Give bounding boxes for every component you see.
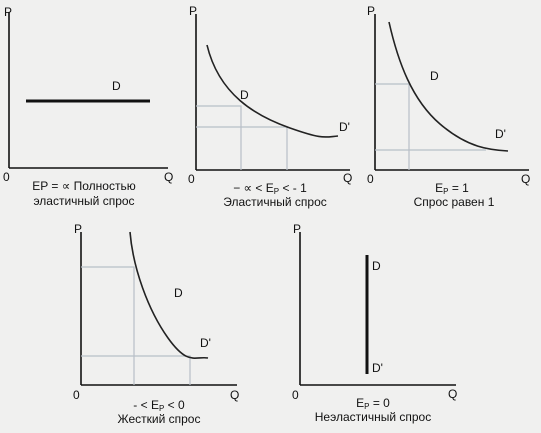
p-axis-label: P bbox=[74, 222, 82, 236]
p-axis-label: P bbox=[367, 4, 375, 18]
caption-tail: = 0 bbox=[370, 396, 391, 410]
caption-line1: − ∝ < EP < - 1 bbox=[233, 181, 307, 196]
p-axis-label: P bbox=[4, 5, 12, 19]
panel-inelastic: P Q 0 D D' - < EP < 0 Жесткий спрос bbox=[73, 222, 239, 426]
caption-subscript: P bbox=[159, 404, 164, 413]
demand-label: D bbox=[174, 286, 183, 300]
demand-curve bbox=[129, 231, 209, 359]
panel-perfectly-elastic: P Q 0 D EP = ∝ Полностью эластичный спро… bbox=[3, 5, 173, 208]
p-axis-label: P bbox=[293, 222, 301, 236]
origin-label: 0 bbox=[367, 172, 374, 186]
caption-formula: E bbox=[435, 181, 443, 195]
caption-formula: − ∝ < E bbox=[233, 181, 274, 195]
q-axis-label: Q bbox=[448, 387, 457, 401]
demand-end-label: D' bbox=[372, 361, 383, 375]
panel-perfectly-inelastic: P Q 0 D D' EP = 0 Неэластичный спрос bbox=[292, 222, 457, 424]
demand-label: D bbox=[430, 69, 439, 83]
caption-tail: < 0 bbox=[164, 398, 185, 412]
origin-label: 0 bbox=[73, 388, 80, 402]
q-axis-label: Q bbox=[230, 388, 239, 402]
origin-label: 0 bbox=[292, 388, 299, 402]
guide-price-d bbox=[81, 266, 135, 385]
caption-subscript: P bbox=[364, 402, 369, 411]
caption-tail: = 1 bbox=[449, 181, 470, 195]
caption-line1: - < EP < 0 bbox=[133, 398, 185, 413]
q-axis-label: Q bbox=[343, 171, 352, 185]
caption-subscript: P bbox=[274, 187, 279, 196]
origin-label: 0 bbox=[188, 172, 195, 186]
demand-label: D bbox=[240, 88, 249, 102]
guide-price-d bbox=[196, 105, 242, 170]
caption-line2: Жесткий спрос bbox=[118, 412, 201, 426]
caption-line2: Эластичный спрос bbox=[223, 195, 327, 209]
caption-line1: EP = 0 bbox=[356, 396, 390, 411]
demand-end-label: D' bbox=[339, 120, 350, 134]
caption-line2: эластичный спрос bbox=[33, 194, 134, 208]
caption-formula: E bbox=[356, 396, 364, 410]
caption-tail: < - 1 bbox=[279, 181, 307, 195]
origin-label: 0 bbox=[3, 170, 10, 184]
demand-end-label: D' bbox=[495, 127, 506, 141]
demand-curve bbox=[388, 21, 509, 152]
demand-label: D bbox=[372, 259, 381, 273]
caption-formula: - < E bbox=[133, 398, 159, 412]
p-axis-label: P bbox=[189, 4, 197, 18]
guide-price-d-prime bbox=[81, 355, 191, 385]
panel-elastic: P Q 0 D D' − ∝ < EP < - 1 Эластичный спр… bbox=[188, 4, 352, 209]
caption-line2: Спрос равен 1 bbox=[414, 195, 495, 209]
caption-subscript: P bbox=[443, 187, 448, 196]
caption-line1: EP = 1 bbox=[435, 181, 469, 196]
panel-unit-elastic: P Q 0 D D' EP = 1 Спрос равен 1 bbox=[367, 4, 530, 209]
demand-label: D bbox=[112, 79, 121, 93]
demand-end-label: D' bbox=[200, 336, 211, 350]
demand-curve bbox=[206, 44, 339, 138]
caption-line2: Неэластичный спрос bbox=[315, 410, 431, 424]
caption-line1: EP = ∝ Полностью bbox=[32, 179, 135, 193]
q-axis-label: Q bbox=[164, 170, 173, 184]
q-axis-label: Q bbox=[521, 172, 530, 186]
guide-price-d bbox=[375, 83, 410, 170]
